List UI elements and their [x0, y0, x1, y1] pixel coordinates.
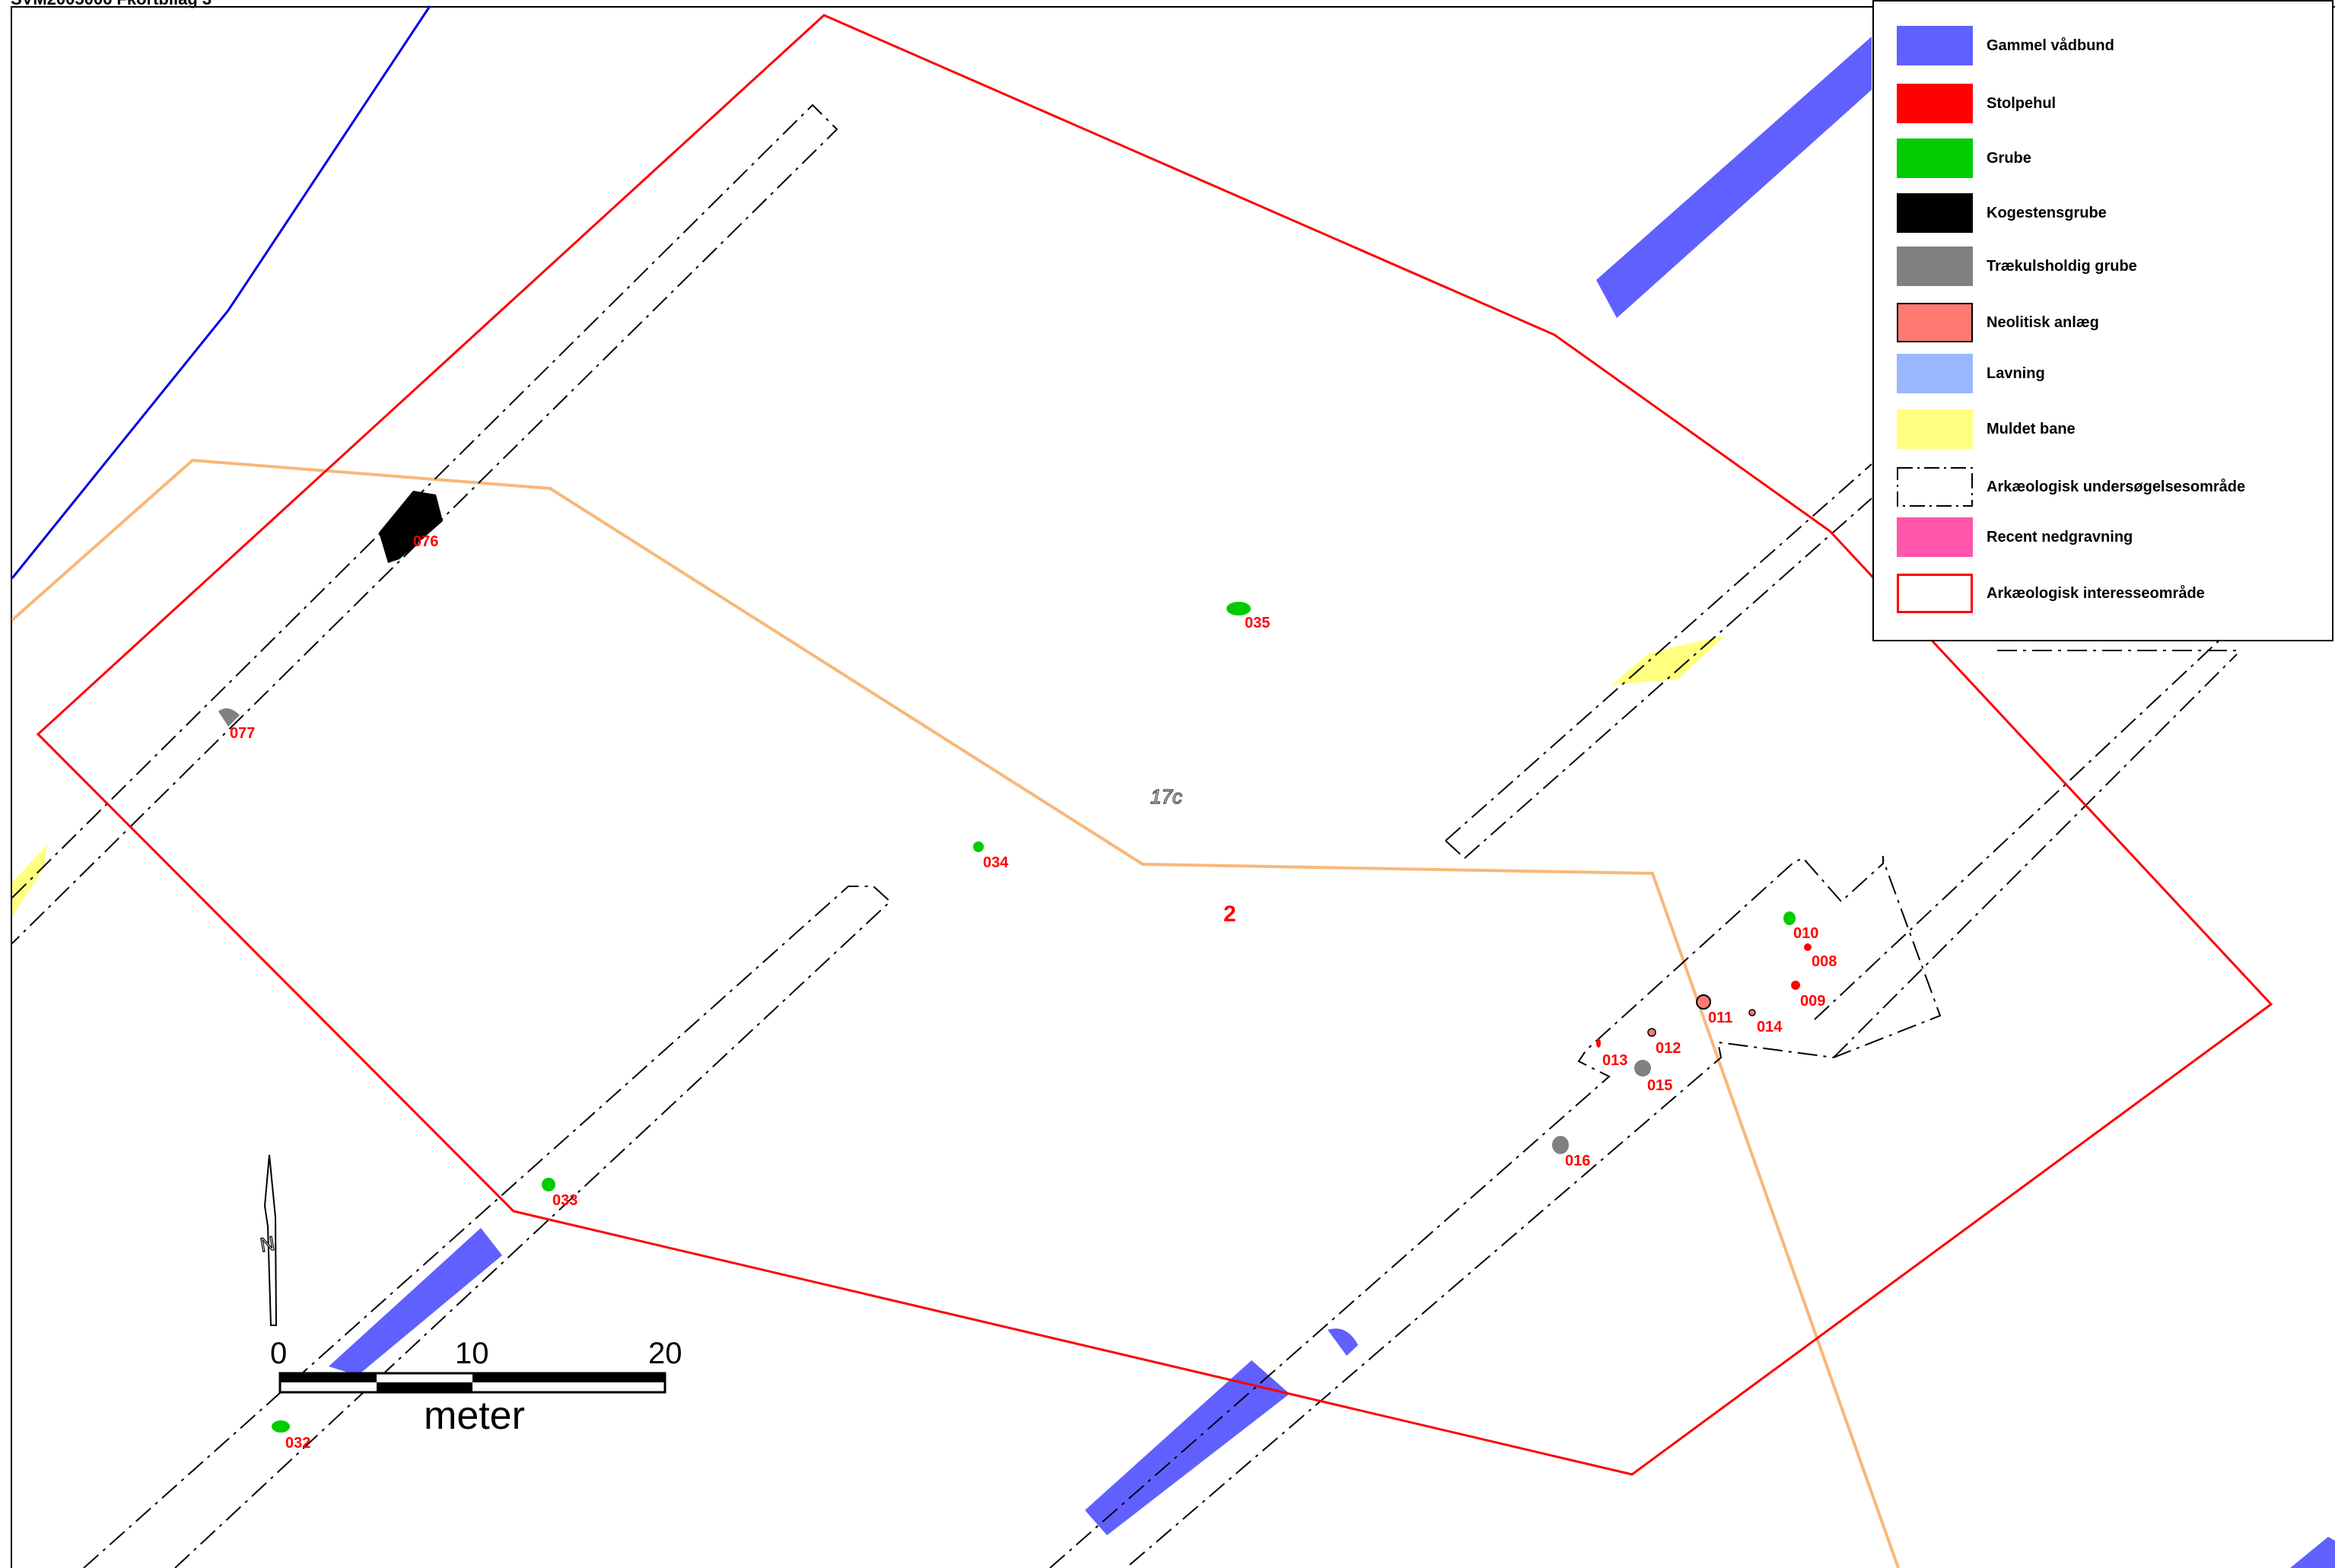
feature-011-shape[interactable] — [1696, 994, 1711, 1010]
scale-tick-0: 0 — [270, 1337, 287, 1370]
muldet-bane-area — [12, 844, 47, 917]
legend-label-neolitisk-anlaeg: Neolitisk anlæg — [1987, 314, 2099, 331]
legend-swatch-muldet-bane — [1897, 409, 1973, 449]
legend-item-grube: Grube — [1874, 138, 2332, 180]
legend-swatch-stolpehul — [1897, 84, 1973, 123]
feature-076-shape[interactable] — [379, 491, 443, 563]
legend-item-interesseomrade: Arkæologisk interesseområde — [1874, 574, 2332, 615]
area-label: 2 — [1223, 902, 1236, 927]
legend-item-traekulsholdig-grube: Trækulsholdig grube — [1874, 246, 2332, 288]
legend-item-muldet-bane: Muldet bane — [1874, 409, 2332, 450]
feature-010-label: 010 — [1793, 925, 1818, 942]
feature-008-label: 008 — [1812, 953, 1837, 970]
legend-label-undersogelsesomrade: Arkæologisk undersøgelsesområde — [1987, 479, 2246, 495]
feature-034-label: 034 — [983, 854, 1009, 871]
feature-035-label: 035 — [1245, 615, 1270, 631]
north-arrow-icon — [263, 1154, 278, 1326]
legend-swatch-lavning — [1897, 354, 1973, 393]
legend-label-grube: Grube — [1987, 150, 2031, 167]
feature-012-shape[interactable] — [1647, 1028, 1656, 1037]
legend-item-recent-nedgravning: Recent nedgravning — [1874, 517, 2332, 558]
feature-035-shape[interactable] — [1226, 602, 1251, 615]
feature-016-shape[interactable] — [1552, 1136, 1569, 1154]
legend-swatch-kogestensgrube — [1897, 193, 1973, 233]
feature-015-label: 015 — [1647, 1077, 1672, 1094]
feature-076-label: 076 — [413, 533, 438, 550]
document-title: SVM2005006 Fkortbilag 3 — [11, 0, 212, 9]
feature-008-shape[interactable] — [1804, 943, 1812, 951]
gammel-vadbund-area — [1596, 37, 1872, 318]
feature-010-shape[interactable] — [1783, 911, 1796, 925]
legend-swatch-recent-nedgravning — [1897, 517, 1973, 557]
legend-swatch-neolitisk-anlaeg — [1897, 303, 1973, 342]
legend-swatch-undersogelsesomrade — [1897, 467, 1973, 507]
legend-swatch-gammel-vadbund — [1897, 26, 1973, 65]
legend-item-undersogelsesomrade: Arkæologisk undersøgelsesområde — [1874, 467, 2332, 508]
gammel-vadbund-area — [2290, 1537, 2335, 1568]
scale-bar: 0 10 20 meter — [270, 1337, 682, 1438]
gammel-vadbund-area — [329, 1228, 502, 1376]
legend-label-stolpehul: Stolpehul — [1987, 95, 2057, 112]
legend-label-recent-nedgravning: Recent nedgravning — [1987, 529, 2133, 545]
scale-tick-20: 20 — [648, 1337, 682, 1370]
feature-077-label: 077 — [230, 725, 255, 742]
parcel-boundary — [11, 458, 1900, 1568]
legend-swatch-traekulsholdig-grube — [1897, 246, 1973, 286]
scale-tick-10: 10 — [455, 1337, 489, 1370]
legend-label-kogestensgrube: Kogestensgrube — [1987, 205, 2107, 221]
legend-item-lavning: Lavning — [1874, 354, 2332, 395]
feature-009-shape[interactable] — [1791, 981, 1800, 990]
legend-item-gammel-vadbund: Gammel vådbund — [1874, 26, 2332, 67]
feature-032-shape[interactable] — [272, 1420, 290, 1433]
feature-014-label: 014 — [1757, 1019, 1783, 1035]
feature-033-label: 033 — [552, 1192, 577, 1209]
feature-032-label: 032 — [285, 1435, 310, 1452]
legend-item-neolitisk-anlaeg: Neolitisk anlæg — [1874, 303, 2332, 344]
road-line — [11, 5, 431, 579]
feature-012-label: 012 — [1656, 1040, 1681, 1057]
legend-item-stolpehul: Stolpehul — [1874, 84, 2332, 125]
parcel-label: 17c — [1150, 785, 1182, 808]
legend-swatch-grube — [1897, 138, 1973, 178]
feature-013-label: 013 — [1602, 1052, 1627, 1069]
scale-unit: meter — [424, 1394, 525, 1438]
feature-013-shape[interactable] — [1596, 1038, 1601, 1048]
legend: Gammel vådbund Stolpehul Grube Kogestens… — [1872, 0, 2333, 641]
legend-label-interesseomrade: Arkæologisk interesseområde — [1987, 585, 2205, 602]
feature-009-label: 009 — [1800, 993, 1825, 1010]
feature-034-shape[interactable] — [973, 841, 984, 852]
gammel-vadbund-area — [1328, 1328, 1358, 1356]
legend-swatch-interesseomrade — [1897, 574, 1973, 613]
feature-015-shape[interactable] — [1634, 1060, 1651, 1077]
feature-011-label: 011 — [1708, 1010, 1732, 1026]
legend-label-lavning: Lavning — [1987, 365, 2045, 382]
north-arrow: N — [258, 1154, 278, 1326]
feature-014-shape[interactable] — [1748, 1009, 1756, 1016]
legend-item-kogestensgrube: Kogestensgrube — [1874, 193, 2332, 234]
muldet-bane-area — [1611, 635, 1726, 685]
feature-033-shape[interactable] — [542, 1178, 555, 1191]
interesseomrade-boundary — [36, 14, 2273, 1476]
legend-label-muldet-bane: Muldet bane — [1987, 421, 2076, 437]
legend-label-traekulsholdig-grube: Trækulsholdig grube — [1987, 258, 2137, 275]
feature-016-label: 016 — [1565, 1153, 1590, 1169]
feature-077-shape[interactable] — [218, 708, 240, 727]
map-frame — [11, 6, 2335, 1568]
legend-label-gammel-vadbund: Gammel vådbund — [1987, 37, 2114, 54]
